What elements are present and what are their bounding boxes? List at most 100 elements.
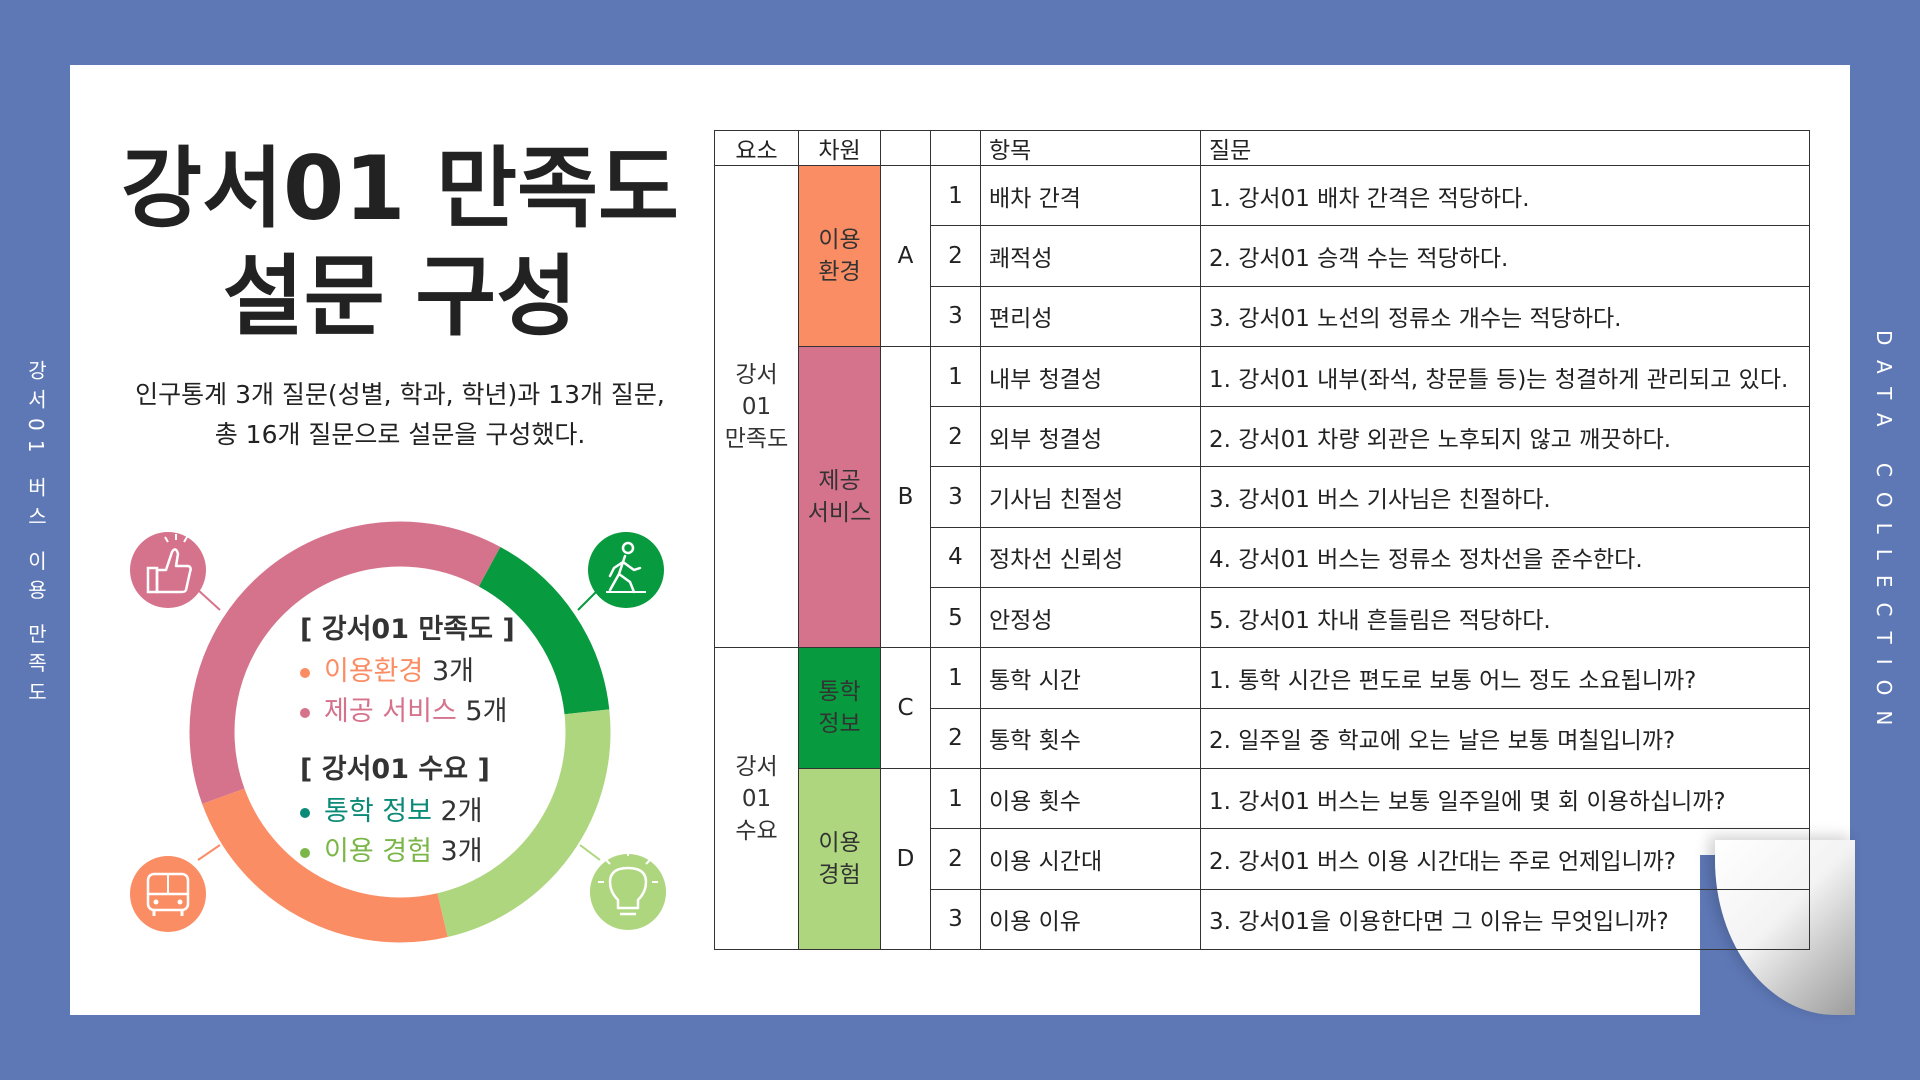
row-number: 4 xyxy=(930,526,981,589)
dimension-code: C xyxy=(880,647,931,769)
survey-table: 요소 차원 항목 질문 강서01 만족도 이용 환경 A 1 배차 간격 1. 강서01 … xyxy=(714,130,1810,951)
table-row: 이용 경험 D 1 이용 횟수 1. 강서01 버스는 보통 일주일에 몇 회 이용하십… xyxy=(715,767,1810,951)
row-number: 2 xyxy=(930,828,981,890)
question-cell: 4. 강서01 버스는 정류소 정차선을 준수한다. xyxy=(1200,526,1810,589)
item-cell: 통학 횟수 xyxy=(980,707,1201,769)
question-cell: 1. 강서01 버스는 보통 일주일에 몇 회 이용하십니까? xyxy=(1200,767,1810,830)
row-number: 3 xyxy=(930,466,981,528)
dimension-cell: 이용 환경 xyxy=(798,165,881,347)
table-row: 3 편리성 3. 강서01 노선의 정류소 개수는 적당하다. xyxy=(715,285,1810,347)
question-cell: 2. 강서01 승객 수는 적당하다. xyxy=(1200,225,1810,287)
item-cell: 이용 이유 xyxy=(980,888,1201,951)
row-number: 1 xyxy=(930,345,981,408)
dimension-cell: 제공 서비스 xyxy=(798,345,881,649)
row-number: 3 xyxy=(930,888,981,951)
table-row: 강서01 만족도 이용 환경 A 1 배차 간격 1. 강서01 배차 간격은 적당하다. xyxy=(714,164,1810,649)
header-item: 항목 xyxy=(980,130,1201,166)
connector-line xyxy=(197,844,221,861)
bus-icon xyxy=(130,856,206,932)
legend-dot xyxy=(300,707,310,718)
row-number: 2 xyxy=(930,406,981,468)
legend-demand-header: [ 강서01 수요 ] xyxy=(300,754,490,785)
legend-label: 이용 경험 xyxy=(324,836,432,867)
question-cell: 1. 통학 시간은 편도로 보통 어느 정도 소요됩니까? xyxy=(1200,647,1810,709)
table-row: 3 기사님 친절성 3. 강서01 버스 기사님은 친절하다. xyxy=(715,466,1810,528)
connector-line xyxy=(577,589,599,611)
legend-label: 제공 서비스 xyxy=(324,696,457,727)
header-dimension: 차원 xyxy=(798,130,881,166)
header-element: 요소 xyxy=(714,130,799,166)
question-cell: 3. 강서01을 이용한다면 그 이유는 무엇입니까? xyxy=(1200,888,1810,951)
row-number: 1 xyxy=(930,164,981,227)
item-cell: 기사님 친절성 xyxy=(980,466,1201,528)
legend-dot xyxy=(300,667,310,678)
question-cell: 3. 강서01 노선의 정류소 개수는 적당하다. xyxy=(1200,285,1810,347)
survey-table-body: 요소 차원 항목 질문 강서01 만족도 이용 환경 A 1 배차 간격 1. 강서01 … xyxy=(714,130,1810,951)
title-line-2: 설문 구성 xyxy=(222,245,578,348)
legend-label: 통학 정보 xyxy=(324,796,432,827)
donut-legend: [ 강서01 만족도 ] 이용환경 3개 제공 서비스 5개 [ 강서01 수요… xyxy=(300,610,580,872)
donut-segment xyxy=(437,709,611,938)
question-cell: 2. 강서01 버스 이용 시간대는 주로 언제입니까? xyxy=(1200,828,1810,890)
side-caption-right: DATA COLLECTION xyxy=(1872,330,1896,741)
row-number: 1 xyxy=(930,647,981,709)
dimension-code: D xyxy=(880,767,931,951)
item-cell: 통학 시간 xyxy=(980,647,1201,709)
row-number: 2 xyxy=(930,225,981,287)
row-number: 1 xyxy=(930,767,981,830)
question-cell: 2. 강서01 차량 외관은 노후되지 않고 깨끗하다. xyxy=(1200,406,1810,468)
item-cell: 정차선 신뢰성 xyxy=(980,526,1201,589)
connector-line xyxy=(579,844,601,861)
table-row: 2 이용 시간대 2. 강서01 버스 이용 시간대는 주로 언제입니까? xyxy=(715,828,1810,890)
question-cell: 3. 강서01 버스 기사님은 친절하다. xyxy=(1200,466,1810,528)
donut-segment xyxy=(189,521,501,804)
dimension-code: A xyxy=(880,165,931,347)
donut-svg xyxy=(130,521,666,943)
item-cell: 배차 간격 xyxy=(980,164,1201,227)
element-cell: 강서01 만족도 xyxy=(714,164,799,649)
lightbulb-icon xyxy=(590,850,666,930)
item-cell: 외부 청결성 xyxy=(980,406,1201,468)
donut-segment xyxy=(478,546,610,715)
dimension-cell: 이용 경험 xyxy=(798,767,881,951)
legend-count: 5개 xyxy=(465,696,508,727)
connector-line xyxy=(197,589,221,611)
side-caption-left: 강서01 버스 이용 만족도 xyxy=(24,360,48,711)
header-question: 질문 xyxy=(1200,130,1810,166)
description-line-2: 총 16개 질문으로 설문을 구성했다. xyxy=(214,420,586,449)
question-cell: 5. 강서01 차내 흔들림은 적당하다. xyxy=(1200,587,1810,649)
dimension-code: B xyxy=(880,345,931,649)
dimension-cell: 통학 정보 xyxy=(798,647,881,769)
legend-label: 이용환경 xyxy=(324,656,424,687)
item-cell: 안정성 xyxy=(980,587,1201,649)
header-code xyxy=(880,130,931,166)
donut-chart xyxy=(110,510,690,970)
title-line-1: 강서01 만족도 xyxy=(121,137,679,240)
page-title: 강서01 만족도 설문 구성 xyxy=(120,135,680,351)
item-cell: 이용 횟수 xyxy=(980,767,1201,830)
question-cell: 2. 일주일 중 학교에 오는 날은 보통 며칠입니까? xyxy=(1200,707,1810,769)
legend-count: 3개 xyxy=(431,656,474,687)
description: 인구통계 3개 질문(성별, 학과, 학년)과 13개 질문, 총 16개 질문… xyxy=(110,375,690,455)
legend-satisfaction-header: [ 강서01 만족도 ] xyxy=(300,614,515,645)
legend-item: 통학 정보 2개 xyxy=(300,792,580,832)
legend-dot xyxy=(300,847,310,858)
table-header-row: 요소 차원 항목 질문 xyxy=(714,130,1810,166)
legend-item: 이용 경험 3개 xyxy=(300,832,580,872)
legend-item: 이용환경 3개 xyxy=(300,652,580,692)
legend-count: 2개 xyxy=(440,796,483,827)
legend-dot xyxy=(300,807,310,818)
walking-person-icon xyxy=(588,532,664,608)
table-row: 2 쾌적성 2. 강서01 승객 수는 적당하다. xyxy=(715,225,1810,287)
table-row: 제공 서비스 B 1 내부 청결성 1. 강서01 내부(좌석, 창문틀 등)는 청결하… xyxy=(715,345,1810,649)
table-row: 3 이용 이유 3. 강서01을 이용한다면 그 이유는 무엇입니까? xyxy=(715,888,1810,951)
question-cell: 1. 강서01 배차 간격은 적당하다. xyxy=(1200,164,1810,227)
legend-count: 3개 xyxy=(440,836,483,867)
element-cell: 강서01 수요 xyxy=(714,647,799,950)
row-number: 2 xyxy=(930,707,981,769)
item-cell: 내부 청결성 xyxy=(980,345,1201,408)
thumbs-up-icon xyxy=(130,532,206,608)
description-line-1: 인구통계 3개 질문(성별, 학과, 학년)과 13개 질문, xyxy=(135,380,665,409)
item-cell: 편리성 xyxy=(980,285,1201,347)
donut-segment xyxy=(202,788,448,943)
